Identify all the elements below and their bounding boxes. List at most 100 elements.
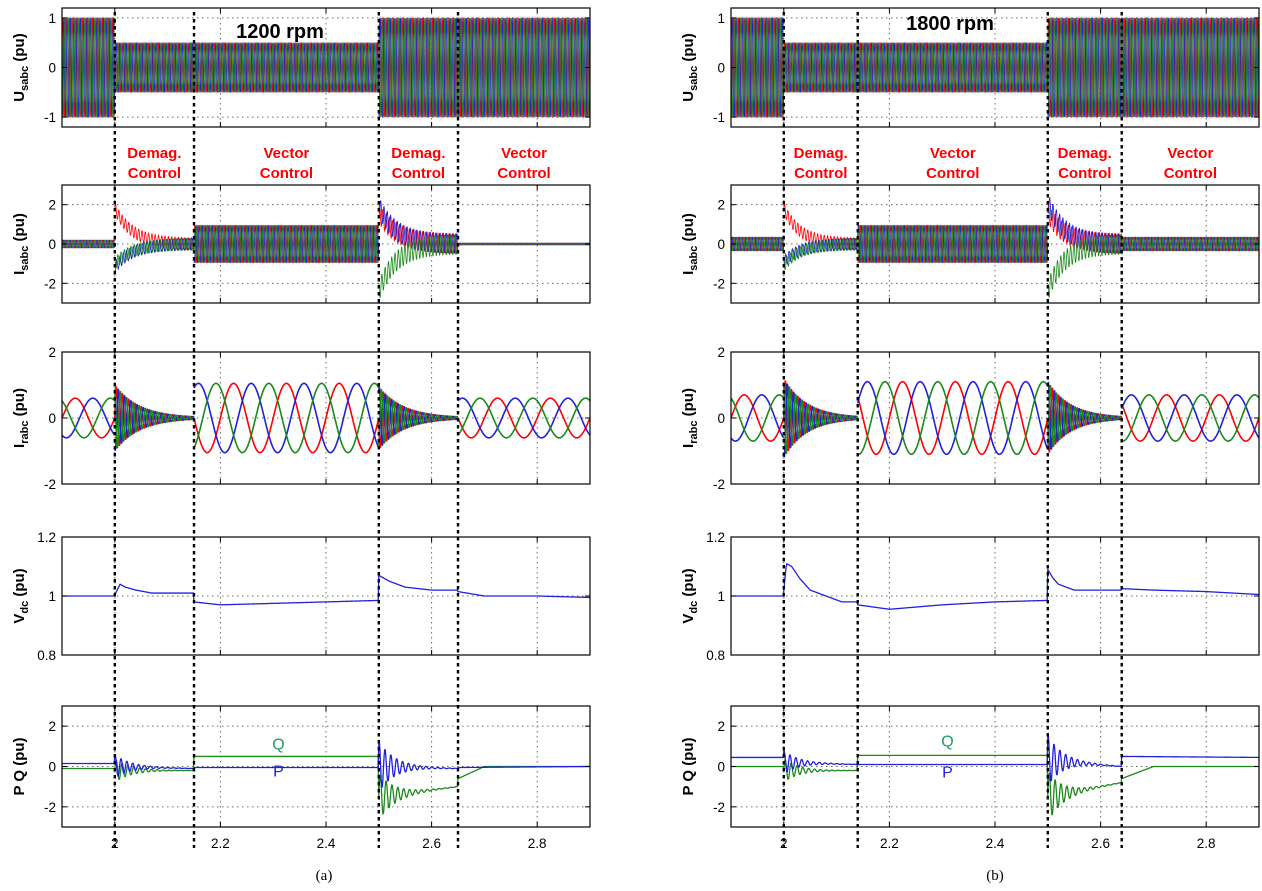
speed-title: 1800 rpm: [906, 13, 994, 35]
phase-trace: [62, 224, 590, 298]
y-tick-label: 0: [48, 61, 56, 76]
grid: [731, 536, 1259, 656]
y-axis-label: Usabc (pu): [11, 33, 31, 101]
series-label-Q: Q: [941, 733, 953, 750]
y-axis-label: P Q (pu): [680, 737, 697, 795]
signal-trace-P: [731, 735, 1259, 782]
signal-trace-Q: [62, 755, 590, 815]
y-tick-label: 1.2: [37, 530, 56, 545]
x-tick-label: 2.8: [1197, 836, 1216, 851]
y-tick-label: 0.8: [37, 648, 56, 663]
x-tick-label: 2: [111, 836, 119, 851]
subplot-4: 0.8 1 1.2 Vdc (pu): [680, 530, 1260, 663]
y-tick-label: 0: [717, 61, 725, 76]
y-tick-label: -2: [44, 276, 56, 291]
x-tick-label: 2.2: [880, 836, 899, 851]
y-tick-label: 2: [717, 719, 725, 734]
y-tick-label: 0: [48, 411, 56, 426]
phase-trace: [731, 17, 1259, 118]
phase-trace: [731, 380, 1259, 458]
mode-label: Vector Control: [260, 145, 313, 182]
signal-trace-Q: [731, 754, 1259, 816]
y-tick-label: -1: [44, 110, 56, 125]
mode-label: Vector Control: [926, 145, 979, 182]
panel-b: -1 0 1 Usabc (pu) -2 0 2 Isabc (pu) -2 0 2 Irabc (p…: [680, 7, 1260, 884]
y-tick-label: 1: [717, 589, 725, 604]
y-tick-label: 0: [717, 760, 725, 775]
y-axis-label: Isabc (pu): [680, 213, 700, 275]
y-tick-label: -1: [713, 110, 725, 125]
series-label-P: P: [942, 765, 953, 782]
traces: [731, 17, 1259, 118]
traces: [62, 574, 590, 606]
subplot-2: -2 0 2 Isabc (pu): [680, 184, 1260, 304]
x-tick-label: 2.8: [528, 836, 547, 851]
subplot-3: -2 0 2 Irabc (pu): [11, 345, 591, 492]
x-tick-label: 2.4: [986, 836, 1005, 851]
phase-trace: [62, 17, 590, 118]
phase-trace: [731, 224, 1259, 298]
phase-trace: [731, 17, 1259, 118]
y-axis-label: Isabc (pu): [11, 213, 31, 275]
y-axis-label: Usabc (pu): [680, 33, 700, 101]
mode-label: Vector Control: [1164, 145, 1217, 182]
y-tick-label: -2: [44, 477, 56, 492]
phase-trace: [62, 17, 590, 118]
y-tick-label: 1.2: [706, 530, 725, 545]
y-tick-label: 1: [48, 589, 56, 604]
phase-trace: [62, 382, 590, 454]
y-tick-label: -2: [713, 276, 725, 291]
y-tick-label: 0.8: [706, 648, 725, 663]
traces: [62, 382, 590, 454]
y-tick-label: 0: [717, 411, 725, 426]
y-axis-label: Vdc (pu): [11, 568, 31, 623]
y-tick-label: -2: [713, 477, 725, 492]
x-tick-label: 2: [780, 836, 788, 851]
traces: [62, 741, 590, 815]
traces: [731, 380, 1259, 458]
phase-trace: [62, 200, 590, 274]
figure-caption: (b): [986, 868, 1004, 884]
subplot-1: -1 0 1 Usabc (pu): [11, 7, 591, 128]
y-tick-label: 0: [48, 237, 56, 252]
y-tick-label: 1: [48, 11, 56, 26]
y-tick-label: -2: [713, 800, 725, 815]
subplot-5: -2 0 2 P Q (pu) QP: [11, 705, 591, 828]
mode-label: Demag. Control: [391, 145, 445, 182]
traces: [731, 563, 1259, 610]
y-tick-label: 0: [48, 760, 56, 775]
subplot-1: -1 0 1 Usabc (pu): [680, 7, 1260, 128]
phase-trace: [731, 380, 1259, 456]
subplot-3: -2 0 2 Irabc (pu): [680, 345, 1260, 492]
phase-trace: [731, 17, 1259, 118]
y-tick-label: 2: [48, 719, 56, 734]
y-tick-label: 2: [717, 345, 725, 360]
speed-title: 1200 rpm: [236, 21, 324, 43]
x-tick-label: 2.2: [211, 836, 230, 851]
signal-trace: [731, 563, 1259, 610]
y-tick-label: 0: [717, 237, 725, 252]
y-axis-label: Irabc (pu): [680, 388, 700, 448]
x-tick-label: 2.6: [422, 836, 441, 851]
mode-label: Demag. Control: [794, 145, 848, 182]
traces: [62, 17, 590, 118]
y-axis-label: Irabc (pu): [11, 388, 31, 448]
y-tick-label: 2: [48, 198, 56, 213]
mode-label: Demag. Control: [127, 145, 181, 182]
signal-trace-P: [62, 741, 590, 788]
signal-trace: [62, 574, 590, 606]
y-tick-label: 2: [48, 345, 56, 360]
series-label-P: P: [273, 764, 284, 781]
subplot-2: -2 0 2 Isabc (pu): [11, 184, 591, 304]
panel-a: -1 0 1 Usabc (pu) -2 0 2 Isabc (pu) -2 0 2 Irabc (p…: [11, 7, 591, 884]
y-axis-label: Vdc (pu): [680, 568, 700, 623]
figure-caption: (a): [316, 868, 333, 884]
phase-trace: [731, 203, 1259, 264]
traces: [731, 196, 1259, 298]
y-tick-label: 2: [717, 198, 725, 213]
y-axis-label: P Q (pu): [11, 737, 28, 795]
phase-trace: [62, 17, 590, 118]
mode-label: Demag. Control: [1058, 145, 1112, 182]
mode-label: Vector Control: [497, 145, 550, 182]
